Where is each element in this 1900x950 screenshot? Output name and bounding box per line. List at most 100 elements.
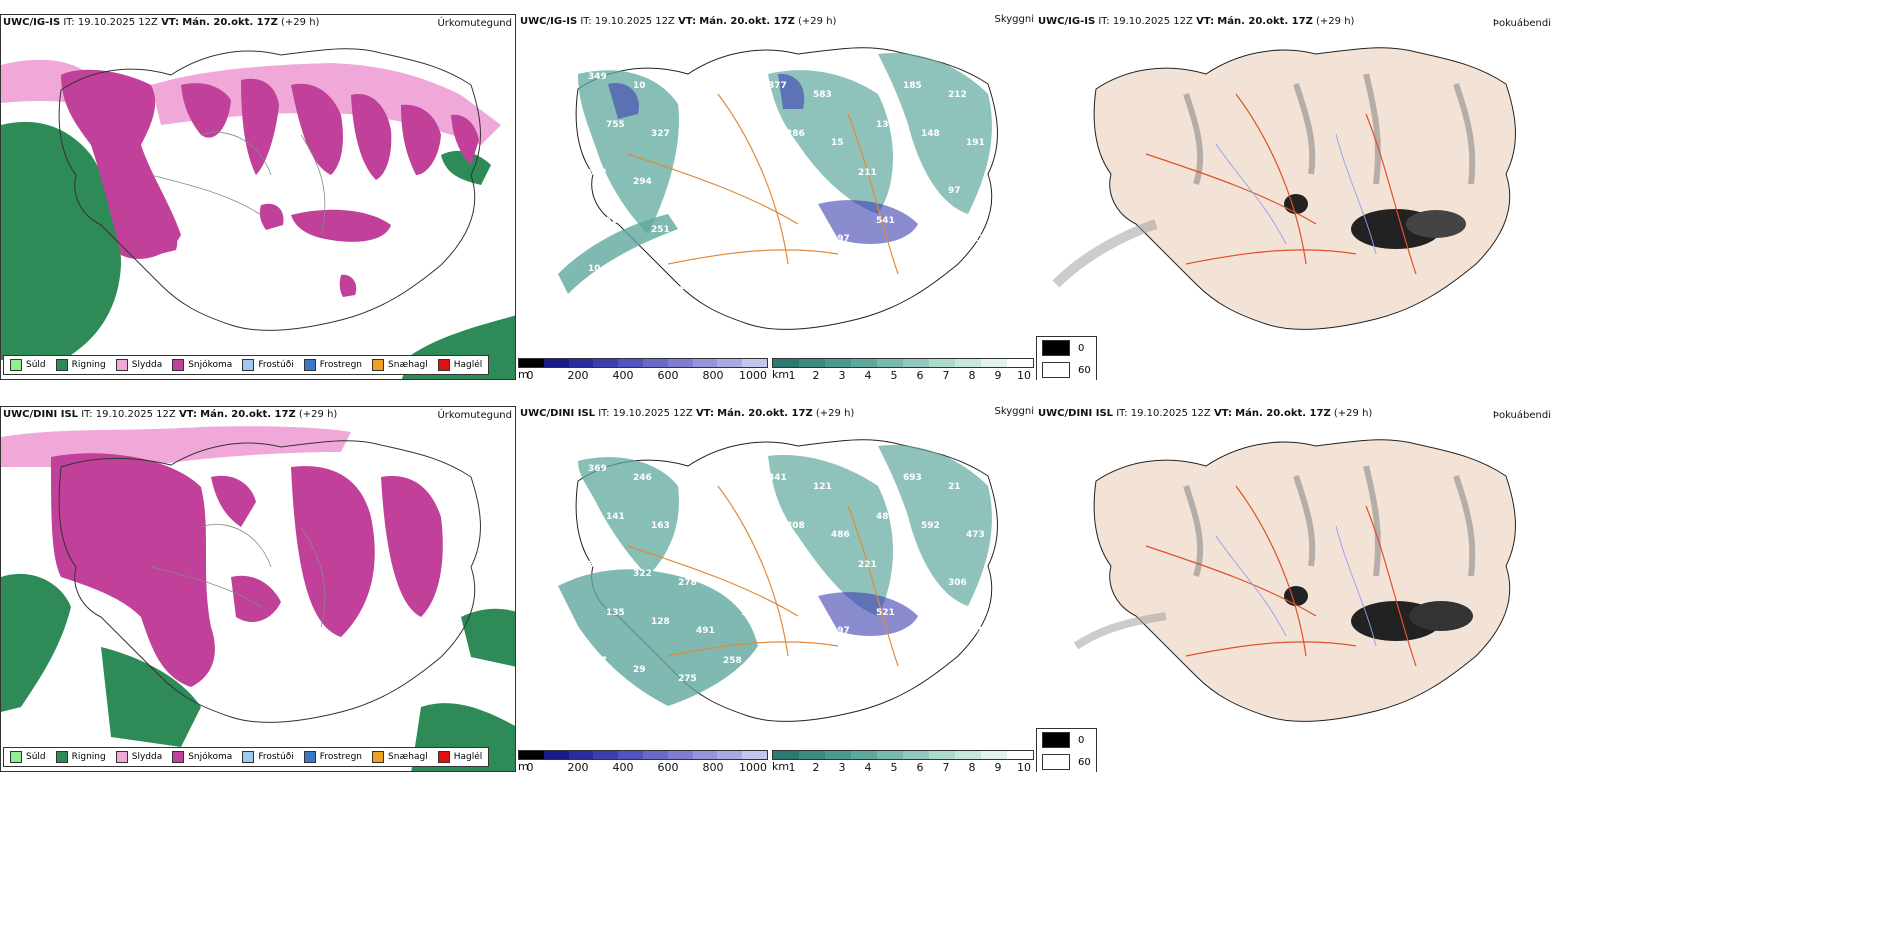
visibility-value-label: 105 <box>741 120 760 130</box>
fog-legend-item: 60 <box>1037 359 1096 380</box>
visibility-value-label: 90 <box>741 216 754 226</box>
visibility-value-label: 275 <box>678 674 697 684</box>
visibility-value-label: 165 <box>768 273 787 283</box>
visibility-value-label: 276 <box>768 177 787 187</box>
legend-item: Slydda <box>115 359 162 371</box>
tick-label: 200 <box>567 761 589 772</box>
visibility-value-label: 229 <box>741 512 760 522</box>
legend-item: Snjókoma <box>172 359 232 371</box>
colorbar-segment <box>929 359 955 367</box>
colorbar-segment <box>981 751 1007 759</box>
colorbar-segment <box>825 751 851 759</box>
fog-legend-item: 60 <box>1037 751 1096 772</box>
header-bottom-visibility: UWC/DINI ISL IT: 19.10.2025 12Z VT: Mán.… <box>520 408 855 419</box>
colorbar-segment <box>568 359 594 367</box>
visibility-value-label: 693 <box>903 473 922 483</box>
tick-label: 6 <box>916 761 924 772</box>
tick-label: 0 <box>526 369 534 380</box>
fog-map-bottom <box>1073 439 1516 722</box>
legend-item: Rigning <box>55 751 106 763</box>
tick-label: 0 <box>526 761 534 772</box>
colorbar-segment <box>692 359 718 367</box>
visibility-value-label: 251 <box>651 225 670 235</box>
visibility-value-label: 592 <box>921 521 940 531</box>
ceiling-colorbar-top: m 0 200 400 600 800 1000 <box>518 358 768 380</box>
visibility-value-label: 377 <box>768 81 787 91</box>
visibility-value-label: 97 <box>948 186 961 196</box>
fog-legend-bottom: 0 60 <box>1036 728 1097 772</box>
visibility-value-label: 392 <box>858 656 877 666</box>
visibility-value-label: 207 <box>696 138 715 148</box>
tick-label: 400 <box>612 761 634 772</box>
colorbar-segment <box>642 751 668 759</box>
visibility-map-top: 349 10 282 510 377 583 200 185 212 755 327 207 105 28… <box>558 47 998 330</box>
legend-item: Súld <box>10 751 46 763</box>
visibility-value-label: 128 <box>786 713 805 723</box>
visibility-colorbar-top: km 1 2 3 4 5 6 7 8 9 10 <box>772 358 1034 380</box>
visibility-value-label: 311 <box>921 225 940 235</box>
visibility-value-label: 473 <box>966 530 985 540</box>
tick-label: 800 <box>702 369 724 380</box>
colorbar-segment <box>955 751 981 759</box>
visibility-value-label: 380 <box>723 464 742 474</box>
visibility-value-label: 308 <box>786 521 805 531</box>
visibility-value-label: 583 <box>813 90 832 100</box>
colorbar-segment <box>877 751 903 759</box>
legend-item: Slydda <box>115 751 162 763</box>
ceiling-unit: m <box>518 368 529 380</box>
header-top-precip: UWC/IG-IS IT: 19.10.2025 12Z VT: Mán. 20… <box>3 17 320 28</box>
visibility-value-label: 130 <box>876 120 895 130</box>
tick-label: 6 <box>916 369 924 380</box>
visibility-value-label: 632 <box>588 168 607 178</box>
visibility-value-label: 135 <box>831 722 850 732</box>
panel-title-precip-type-bottom: Úrkomutegund <box>437 410 512 421</box>
visibility-value-label: 200 <box>858 72 877 82</box>
visibility-labels-top: 349 10 282 510 377 583 200 185 212 755 327 207 105 28… <box>588 72 985 292</box>
tick-label: 2 <box>812 761 820 772</box>
visibility-value-label: 148 <box>921 129 940 139</box>
visibility-value-label: 197 <box>831 626 850 636</box>
colorbar-segment <box>903 751 929 759</box>
legend-item: Frostúði <box>242 359 294 371</box>
visibility-value-label: 487 <box>813 674 832 684</box>
panel-title-fog-bottom: Þokuábendi <box>1492 410 1551 421</box>
visibility-value-label: 212 <box>948 90 967 100</box>
visibility-value-label: 486 <box>831 530 850 540</box>
visibility-value-label: 294 <box>633 177 652 187</box>
visibility-value-label: 261 <box>786 617 805 627</box>
tick-label: 200 <box>567 369 589 380</box>
tick-label: 1 <box>788 761 796 772</box>
fog-legend-item: 0 <box>1037 729 1096 751</box>
header-bottom-precip: UWC/DINI ISL IT: 19.10.2025 12Z VT: Mán.… <box>3 409 338 420</box>
visibility-panel-top: 349 10 282 510 377 583 200 185 212 755 327 207 105 28… <box>518 14 1034 380</box>
visibility-value-label: 237 <box>606 704 625 714</box>
colorbar-segment <box>593 359 619 367</box>
visibility-value-label: 496 <box>903 665 922 675</box>
colorbar-segment <box>773 359 799 367</box>
visibility-value-label: 122 <box>696 530 715 540</box>
precip-type-map-top <box>1 15 515 379</box>
colorbar-segment <box>799 751 825 759</box>
visibility-value-label: 141 <box>606 512 625 522</box>
visibility-value-label: 286 <box>786 129 805 139</box>
tick-label: 1000 <box>739 761 767 772</box>
visibility-value-label: 21 <box>948 482 961 492</box>
fog-panel-bottom: UWC/DINI ISL IT: 19.10.2025 12Z VT: Mán.… <box>1036 406 1558 772</box>
visibility-value-label: 539 <box>678 186 697 196</box>
visibility-value-label: 246 <box>633 473 652 483</box>
legend-item: Frostúði <box>242 751 294 763</box>
visibility-value-label: 10 <box>588 264 601 274</box>
tick-label: 9 <box>994 761 1002 772</box>
colorbar-segment <box>825 359 851 367</box>
visibility-value-label: 30 <box>921 617 934 627</box>
visibility-value-label: 762 <box>768 665 787 675</box>
colorbar-segment <box>955 359 981 367</box>
colorbar-segment <box>981 359 1007 367</box>
tick-label: 3 <box>838 761 846 772</box>
visibility-value-label: 541 <box>876 216 895 226</box>
legend-item: Haglél <box>437 751 482 763</box>
visibility-value-label: 15 <box>831 138 844 148</box>
colorbar-segment <box>568 751 594 759</box>
visibility-value-label: 341 <box>768 473 787 483</box>
tick-label: 5 <box>890 369 898 380</box>
